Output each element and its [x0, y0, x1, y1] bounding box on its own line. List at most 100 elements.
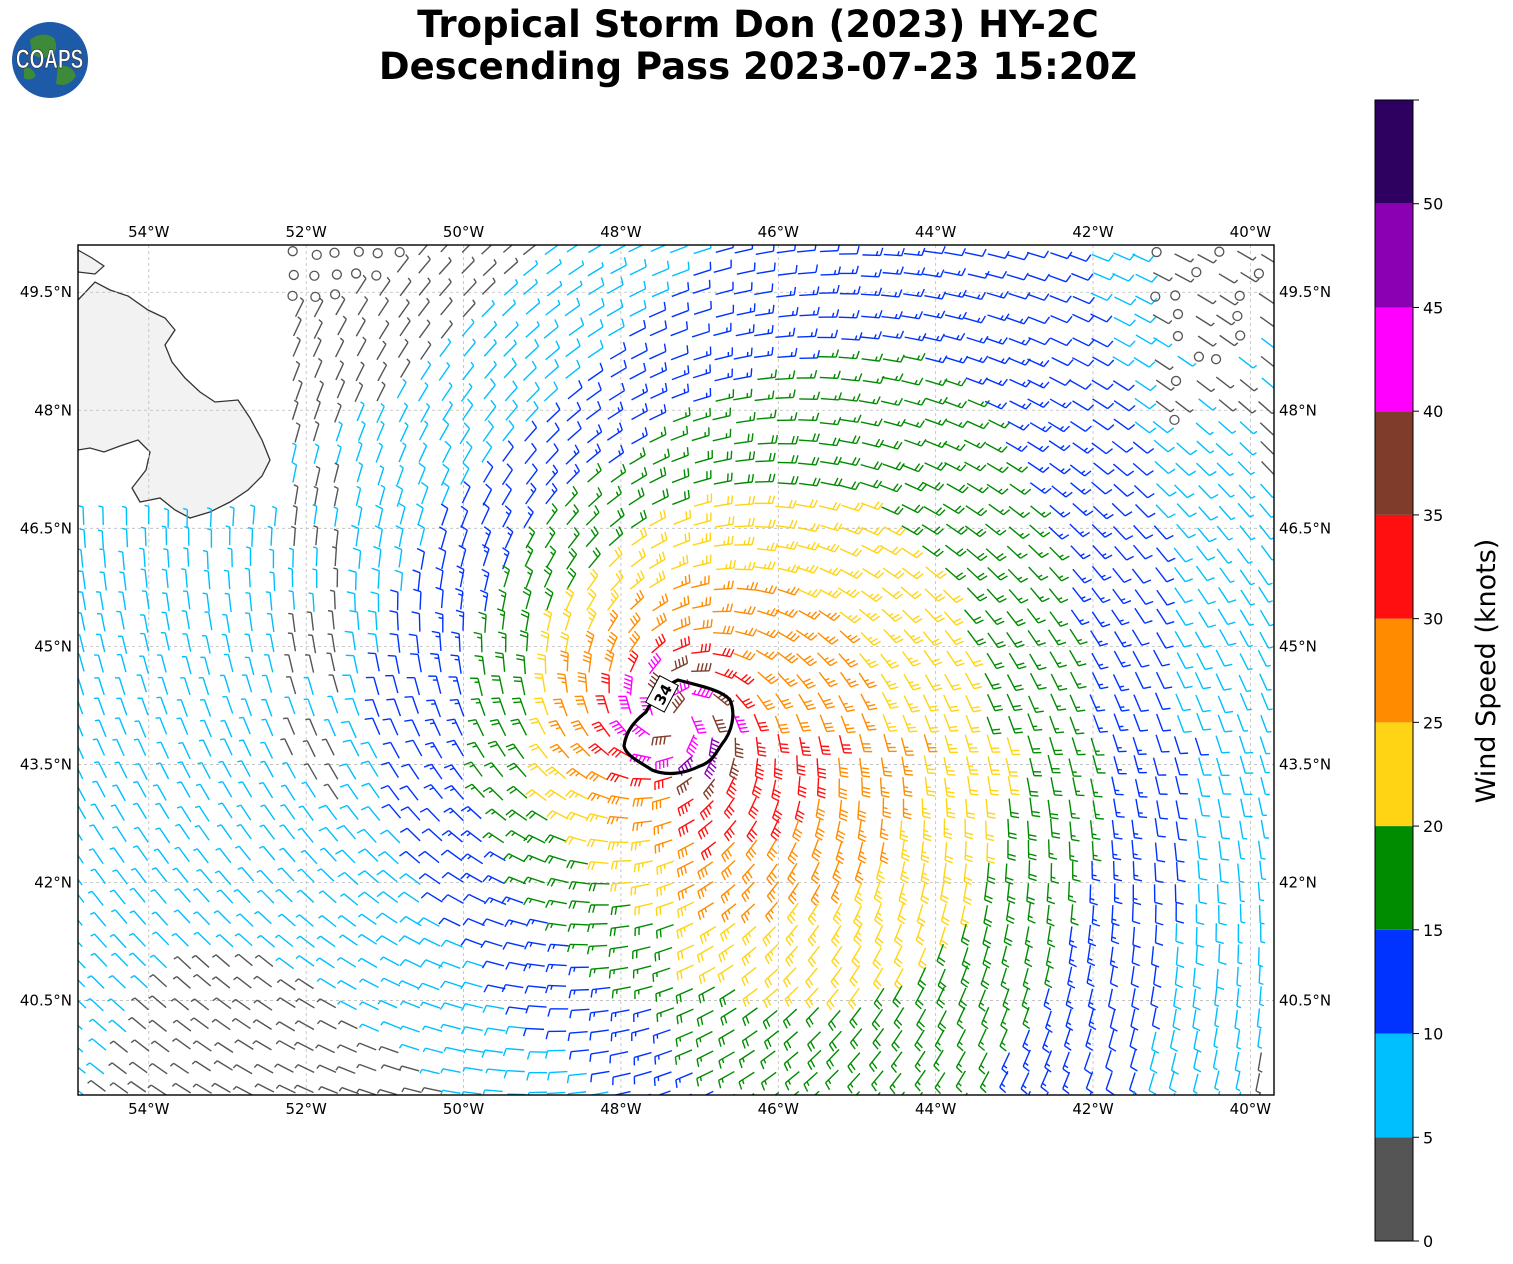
- wind-barb: [1132, 884, 1142, 906]
- wind-barb: [1194, 737, 1209, 756]
- wind-barb: [955, 1051, 966, 1074]
- wind-barb: [945, 523, 968, 535]
- wind-barb: [757, 434, 779, 445]
- wind-barb: [732, 1093, 736, 1095]
- wind-barb: [570, 720, 589, 737]
- wind-barb: [1259, 609, 1274, 627]
- wind-barb: [244, 567, 251, 588]
- wind-barb: [1238, 882, 1245, 903]
- wind-barb: [1072, 568, 1093, 584]
- wind-barb: [78, 854, 84, 864]
- wind-barb: [474, 655, 486, 675]
- wind-barb: [879, 818, 889, 841]
- wind-barb: [94, 719, 107, 738]
- wind-barb: [736, 262, 756, 275]
- wind-barb: [1239, 820, 1248, 840]
- wind-barb: [458, 544, 467, 567]
- wind-barb: [90, 933, 108, 948]
- wind-barb: [776, 245, 797, 254]
- wind-barb: [134, 762, 148, 781]
- wind-barb: [295, 379, 303, 400]
- wind-barb: [734, 495, 756, 507]
- wind-barb: [525, 918, 548, 927]
- wind-barb: [586, 382, 602, 401]
- wind-barb: [400, 806, 421, 821]
- wind-barb: [288, 547, 294, 568]
- wind-barb: [1007, 568, 1029, 583]
- wind-barb: [943, 714, 959, 732]
- wind-barb: [766, 881, 780, 903]
- wind-barb: [177, 761, 191, 779]
- wind-barb: [379, 276, 391, 296]
- wind-barb: [652, 1029, 671, 1044]
- wind-barb: [656, 1090, 671, 1095]
- wind-barb: [628, 630, 641, 653]
- wind-barb: [218, 780, 233, 798]
- wind-barb: [254, 954, 274, 967]
- wind-barb: [671, 302, 690, 318]
- wind-barb: [819, 567, 842, 577]
- wind-barb: [588, 743, 610, 756]
- wind-barb: [902, 714, 918, 733]
- wind-barb: [735, 451, 756, 463]
- wind-barb: [1134, 313, 1157, 324]
- wind-barb: [629, 589, 645, 611]
- wind-barb: [1175, 609, 1194, 627]
- wind-barb: [293, 1041, 314, 1052]
- wind-barb: [357, 848, 379, 862]
- wind-barb: [1006, 674, 1024, 692]
- wind-barb: [380, 1064, 402, 1072]
- wind-barb: [734, 473, 755, 485]
- wind-barb: [277, 913, 296, 927]
- wind-barb: [294, 422, 301, 443]
- wind-barb: [1050, 673, 1068, 691]
- wind-barb: [1113, 400, 1136, 412]
- wind-barb: [1040, 1070, 1049, 1093]
- wind-barb: [503, 1069, 525, 1079]
- wind-barb: [1175, 775, 1188, 795]
- wind-barb: [652, 593, 669, 612]
- wind-barb: [1260, 440, 1274, 455]
- wind-barb: [723, 797, 736, 820]
- wind-barb: [1071, 272, 1094, 281]
- wind-barb: [1214, 986, 1220, 1007]
- wind-barb: [1069, 649, 1087, 667]
- wind-barb: [1192, 988, 1201, 1011]
- wind-barb: [715, 304, 735, 318]
- wind-barb: [914, 987, 925, 1010]
- wind-barb: [653, 1071, 672, 1086]
- wind-barb: [546, 280, 563, 297]
- wind-barb: [171, 932, 189, 947]
- wind-barb: [922, 333, 945, 342]
- wind-barb: [377, 851, 399, 865]
- wind-barb: [820, 522, 843, 532]
- wind-barb: [367, 652, 380, 672]
- wind-barb: [1092, 800, 1104, 820]
- wind-barb: [1214, 1007, 1220, 1028]
- wind-barb: [1005, 902, 1015, 924]
- wind-barb: [545, 1030, 567, 1040]
- wind-barb: [986, 716, 1002, 735]
- wind-barb: [461, 1091, 482, 1095]
- wind-barb: [734, 517, 755, 528]
- wind-barb: [340, 720, 357, 739]
- wind-barb: [607, 276, 624, 295]
- wind-barb: [1113, 694, 1130, 712]
- wind-barb: [610, 1029, 630, 1042]
- wind-barb: [417, 523, 426, 546]
- wind-barb: [461, 256, 475, 274]
- wind-barb: [192, 1040, 212, 1052]
- wind-barb: [376, 340, 387, 361]
- wind-barb: [1174, 587, 1193, 604]
- wind-barb: [504, 526, 514, 549]
- wind-barb: [412, 569, 421, 591]
- lon-tick-label-bottom: 50°W: [443, 1100, 485, 1118]
- wind-barb: [398, 935, 421, 945]
- wind-barb: [1008, 357, 1031, 366]
- wind-barb: [771, 800, 783, 824]
- wind-barb: [588, 904, 609, 913]
- wind-barb: [502, 1047, 525, 1057]
- wind-barb: [417, 462, 426, 485]
- wind-barb: [901, 651, 921, 667]
- wind-barb: [915, 923, 925, 946]
